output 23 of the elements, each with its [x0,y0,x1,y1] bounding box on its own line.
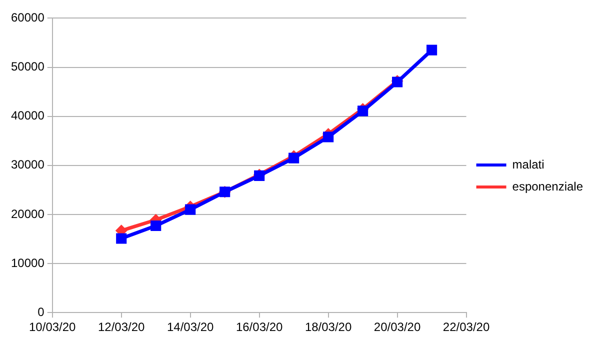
x-tick-label: 14/03/20 [166,320,214,334]
y-tick-label: 60000 [10,10,45,25]
y-tick-label: 0 [38,304,45,319]
x-tick-label: 16/03/20 [236,320,283,334]
y-tick-label: 20000 [10,206,45,221]
y-tick-label: 30000 [10,158,45,172]
point [358,106,368,116]
point [116,233,127,244]
x-tick-label: 10/03/20 [29,320,76,334]
legend-label: esponenziale [512,179,584,194]
y-tick-label: 40000 [10,108,45,123]
point [323,132,334,142]
legend-label: malati [512,157,544,172]
x-tick-label: 20/03/20 [374,320,421,334]
point [150,220,162,232]
point [185,204,196,215]
x-tick-label: 12/03/20 [98,320,146,334]
y-tick-label: 10000 [10,256,45,270]
y-tick-label: 50000 [10,60,45,74]
x-tick-label: 18/03/20 [304,320,352,334]
point [288,152,300,164]
x-tick-label: 22/03/20 [442,320,490,334]
point [426,44,438,56]
